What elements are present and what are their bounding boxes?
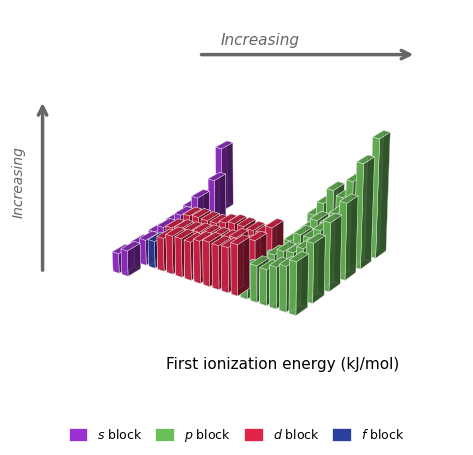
- Legend: $\it{s}$ block, $\it{p}$ block, $\it{d}$ block, $\it{f}$ block: $\it{s}$ block, $\it{p}$ block, $\it{d}$…: [63, 422, 410, 449]
- Text: Increasing: Increasing: [220, 34, 300, 48]
- Text: Increasing: Increasing: [12, 146, 26, 218]
- Text: First ionization energy (kJ/mol): First ionization energy (kJ/mol): [166, 357, 399, 371]
